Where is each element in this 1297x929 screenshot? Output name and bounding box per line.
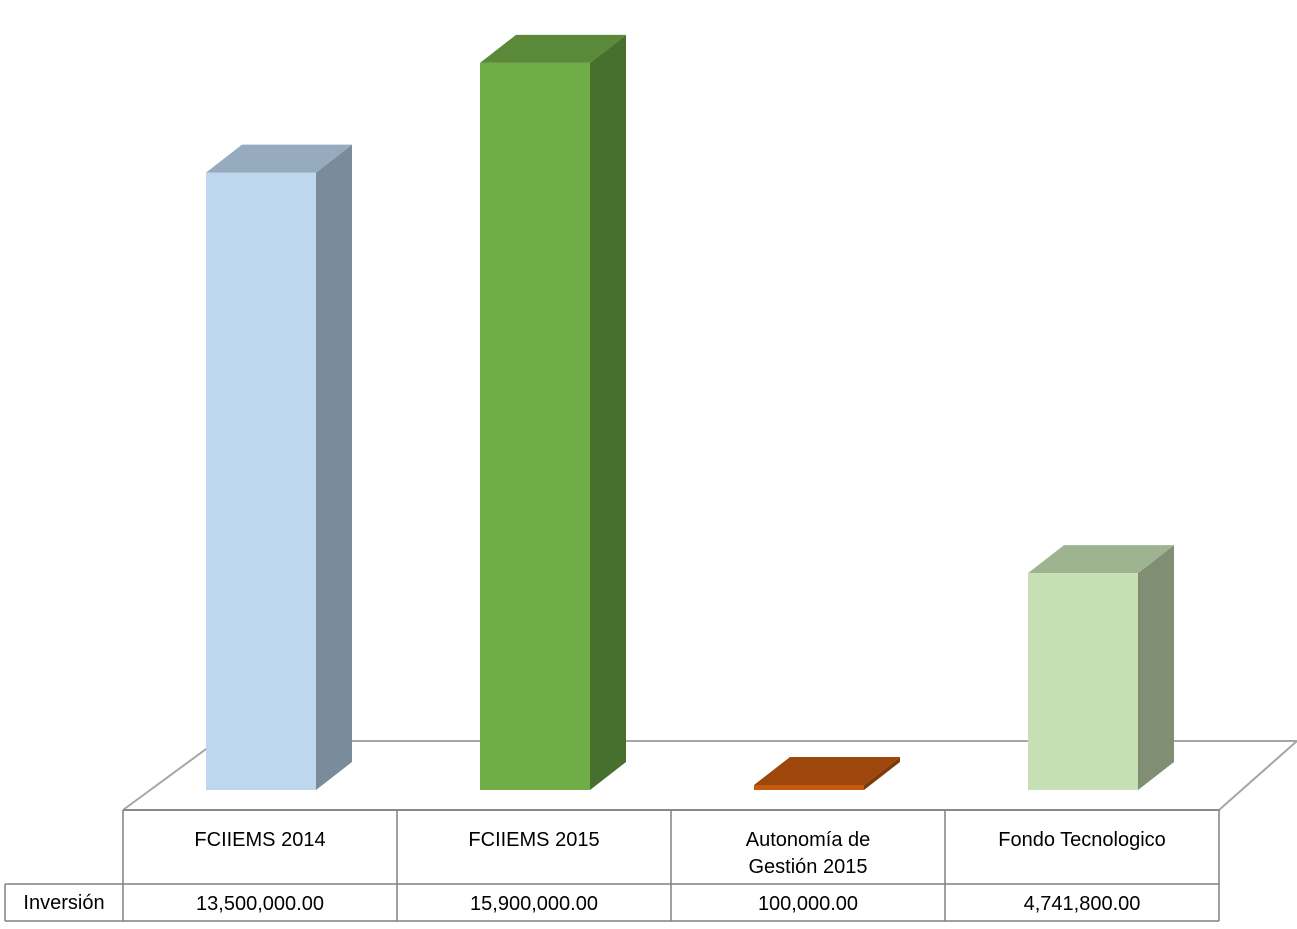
bar-3 [754,757,900,790]
data-table: FCIIEMS 2014 FCIIEMS 2015 Autonomía de Gest… [4,809,1220,922]
bar-2 [480,34,626,791]
category-label: Fondo Tecnologico [998,829,1166,851]
bar-front-face [754,785,864,790]
bar-side-face [316,144,352,790]
data-value-label: 15,900,000.00 [470,893,598,915]
bar-front-face [206,172,316,790]
category-label: FCIIEMS 2015 [468,829,599,851]
bar-front-face [480,62,590,791]
series-row-label: Inversión [23,892,104,914]
bar-side-face [1138,545,1174,790]
data-value-label: 4,741,800.00 [1024,893,1141,915]
category-label: Autonomía de Gestión 2015 [746,829,871,878]
bar-front-face [1028,573,1138,790]
category-label: FCIIEMS 2014 [194,829,325,851]
bars [206,34,1174,791]
bar-top-face [1028,545,1174,574]
bar-side-face [864,757,900,790]
bar-4 [1028,545,1174,790]
data-value-label: 100,000.00 [758,893,858,915]
data-value-label: 13,500,000.00 [196,893,324,915]
bar-1 [206,144,352,790]
bar-top-face [480,34,626,63]
bar-top-face [206,144,352,173]
bar-top-face [754,757,900,785]
bar-side-face [590,34,626,791]
